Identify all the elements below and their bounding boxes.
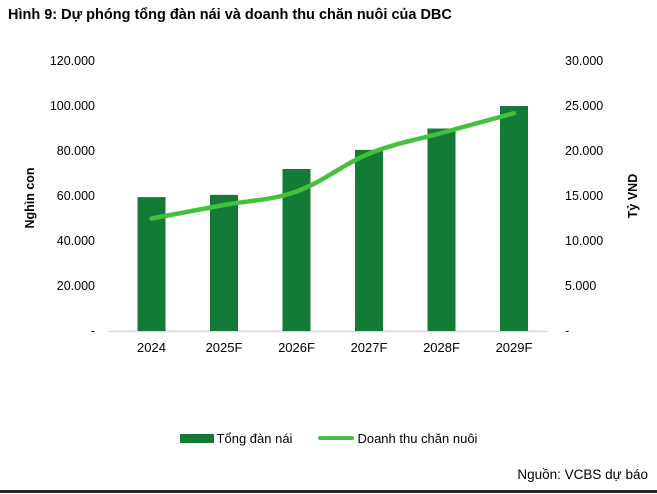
right-tick-label: 30.000	[565, 53, 604, 68]
left-tick-label: 40.000	[56, 233, 95, 248]
left-tick-label: 60.000	[56, 188, 95, 203]
line-series-swatch-icon	[318, 436, 355, 440]
legend-item-line-series: Doanh thu chăn nuôi	[318, 431, 477, 446]
right-tick-label: 5.000	[565, 278, 597, 293]
bar-2025F	[210, 194, 238, 331]
legend: Tổng đàn nái Doanh thu chăn nuôi	[0, 428, 657, 448]
legend-line-label: Doanh thu chăn nuôi	[357, 430, 478, 446]
right-tick-label: 15.000	[565, 188, 604, 203]
x-label-2027F: 2027F	[350, 340, 388, 355]
x-label-2028F: 2028F	[423, 340, 460, 355]
left-axis-title: Nghìn con	[23, 167, 37, 229]
source-note: Nguồn: VCBS dự báo	[517, 467, 648, 482]
revenue-line	[149, 110, 517, 221]
x-label-2026F: 2026F	[278, 340, 315, 355]
bar-2027F	[355, 149, 383, 331]
x-label-2024: 2024	[137, 340, 166, 355]
left-tick-label: 120.000	[49, 53, 95, 68]
plot-canvas	[108, 106, 548, 333]
right-tick-label: 10.000	[565, 233, 604, 248]
left-tick-label: 100.000	[49, 98, 95, 113]
bar-2029F	[500, 106, 528, 331]
legend-bar-label: Tổng đàn nái	[216, 430, 293, 446]
figure-title: Hình 9: Dự phóng tổng đàn nái và doanh t…	[8, 7, 452, 23]
left-tick-label: 20.000	[56, 278, 95, 293]
right-tick-label: -	[565, 323, 570, 338]
x-label-2025F: 2025F	[205, 340, 243, 355]
x-label-2029F: 2029F	[495, 340, 533, 355]
right-axis-title: Tỷ VND	[626, 173, 640, 219]
left-tick-label: -	[90, 323, 95, 338]
right-tick-label: 20.000	[565, 143, 604, 158]
bottom-divider	[0, 490, 657, 493]
legend-item-bar-series: Tổng đàn nái	[179, 430, 293, 446]
right-tick-label: 25.000	[565, 98, 604, 113]
left-tick-label: 80.000	[56, 143, 95, 158]
bar-series-swatch-icon	[179, 433, 214, 443]
bar-2028F	[427, 128, 456, 331]
